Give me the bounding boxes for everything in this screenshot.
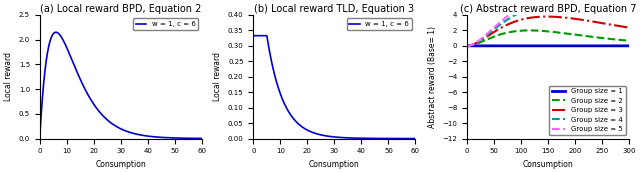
Group size = 4 [624, 11, 632, 13]
Legend: w = 1, c = 6: w = 1, c = 6 [133, 18, 198, 30]
Title: (b) Local reward TLD, Equation 3: (b) Local reward TLD, Equation 3 [254, 4, 415, 14]
X-axis label: Consumption: Consumption [309, 160, 360, 169]
Group size = 1 [500, 45, 508, 47]
Group size = 1 [524, 45, 532, 47]
Line: Group size = 5: Group size = 5 [467, 0, 629, 46]
Group size = 5 [502, 16, 510, 18]
Group size = 3 [625, 27, 633, 29]
X-axis label: Consumption: Consumption [523, 160, 573, 169]
Group size = 1 [625, 45, 633, 47]
Legend: Group size = 1, Group size = 2, Group size = 3, Group size = 4, Group size = 5: Group size = 1, Group size = 2, Group si… [548, 86, 626, 135]
Group size = 4 [502, 20, 509, 22]
Group size = 4 [524, 8, 532, 11]
Group size = 2 [624, 40, 632, 42]
Group size = 2 [625, 40, 633, 42]
Group size = 3 [543, 16, 550, 18]
Legend: w = 1, c = 6: w = 1, c = 6 [347, 18, 412, 30]
Y-axis label: Local reward: Local reward [213, 52, 222, 101]
Group size = 2 [502, 32, 509, 34]
Group size = 1 [502, 45, 510, 47]
Group size = 3 [624, 26, 632, 29]
Group size = 3 [536, 16, 543, 18]
Y-axis label: Abstract reward (Base= 1): Abstract reward (Base= 1) [428, 26, 436, 128]
Line: Group size = 3: Group size = 3 [467, 17, 629, 46]
Group size = 3 [502, 25, 509, 27]
Group size = 5 [502, 17, 509, 19]
Group size = 3 [524, 17, 532, 19]
Group size = 2 [536, 30, 543, 32]
Group size = 1 [502, 45, 509, 47]
Group size = 1 [463, 45, 471, 47]
Line: Group size = 4: Group size = 4 [467, 4, 629, 46]
Group size = 4 [560, 3, 568, 5]
Line: Group size = 2: Group size = 2 [467, 30, 629, 46]
Group size = 1 [624, 45, 632, 47]
Y-axis label: Local reward: Local reward [4, 52, 13, 101]
Group size = 4 [463, 45, 471, 47]
X-axis label: Consumption: Consumption [95, 160, 146, 169]
Group size = 2 [463, 45, 471, 47]
Group size = 3 [500, 25, 508, 27]
Group size = 4 [625, 11, 633, 13]
Group size = 5 [524, 2, 532, 4]
Group size = 1 [536, 45, 543, 47]
Group size = 3 [463, 45, 471, 47]
Group size = 5 [500, 17, 508, 19]
Group size = 4 [536, 5, 543, 7]
Group size = 2 [524, 29, 532, 31]
Title: (c) Abstract reward BPD, Equation 7: (c) Abstract reward BPD, Equation 7 [460, 4, 636, 14]
Title: (a) Local reward BPD, Equation 2: (a) Local reward BPD, Equation 2 [40, 4, 202, 14]
Group size = 2 [500, 32, 508, 34]
Group size = 2 [502, 32, 510, 34]
Group size = 4 [502, 19, 510, 21]
Group size = 3 [502, 24, 510, 26]
Group size = 5 [463, 45, 471, 47]
Group size = 2 [525, 29, 533, 31]
Group size = 4 [500, 20, 508, 22]
